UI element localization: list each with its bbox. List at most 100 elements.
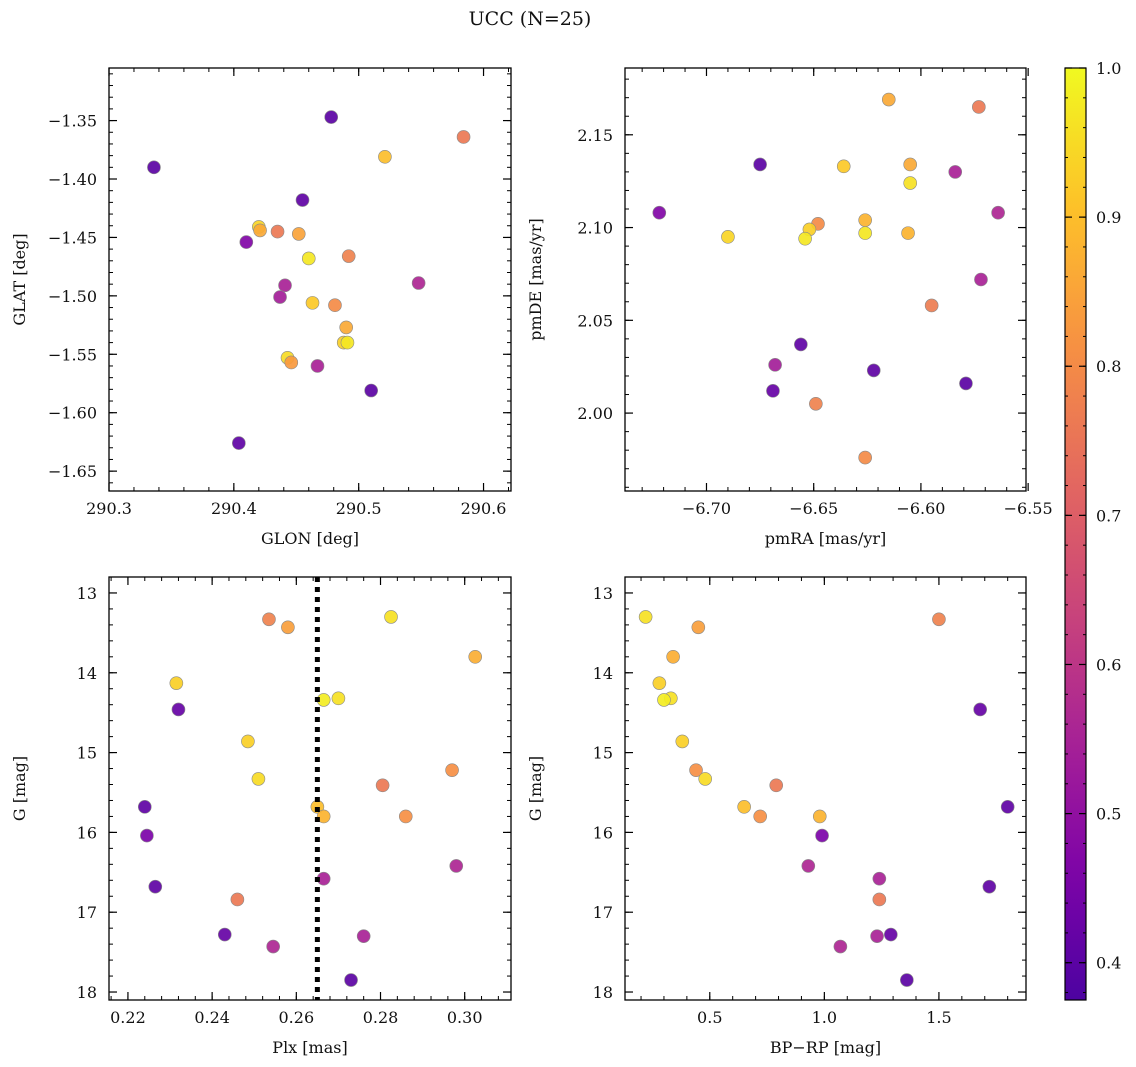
y-axis-label: GLAT [deg] [10, 233, 29, 325]
data-point [858, 450, 872, 465]
data-point [872, 871, 887, 886]
y-tick-label: 15 [593, 744, 613, 763]
x-tick-label: 0.26 [279, 1008, 315, 1027]
data-point [384, 610, 398, 624]
data-point [262, 612, 276, 627]
data-point [900, 973, 914, 987]
data-point [698, 772, 713, 786]
y-axis-label: G [mag] [526, 756, 545, 821]
x-tick-label: −6.65 [789, 499, 838, 518]
data-point [924, 298, 939, 313]
panel-glon-glat: 290.3 290.4 290.5 290.6 −1.65 −1.60 −1.55 −1.50… [10, 67, 512, 548]
x-tick-label: −6.55 [1004, 499, 1053, 518]
data-point [932, 612, 946, 627]
data-point [974, 272, 988, 287]
colorbar-gradient [1064, 67, 1087, 1001]
y-tick-label: 15 [77, 744, 97, 763]
data-point [809, 397, 823, 411]
data-point [982, 879, 997, 894]
data-point [217, 927, 232, 942]
x-tick-label: 1.5 [926, 1008, 951, 1027]
data-point [278, 278, 292, 293]
colorbar-tick-label: 0.8 [1096, 357, 1121, 376]
data-point [295, 193, 310, 207]
y-tick-label: 18 [593, 983, 613, 1002]
plot-frame [624, 576, 1027, 1001]
plot-frame [108, 576, 512, 1001]
x-tick-label: 0.24 [194, 1008, 230, 1027]
y-tick-label: 17 [77, 903, 97, 922]
data-point [140, 828, 154, 843]
data-point [959, 376, 973, 391]
data-point [281, 620, 295, 635]
figure-title: UCC (N=25) [468, 8, 592, 30]
x-tick-label: 1.0 [812, 1008, 837, 1027]
data-point [901, 226, 915, 240]
data-point [872, 892, 887, 907]
data-point [232, 436, 246, 450]
data-point [638, 610, 653, 624]
data-point [652, 676, 667, 690]
data-point [657, 693, 671, 707]
data-point [251, 772, 266, 786]
data-point [884, 927, 898, 942]
data-point [815, 828, 829, 843]
panel-bprp-g: 0.5 1.0 1.5 13 14 15 16 17 18 BP−RP [mag] G [mag] [526, 576, 1027, 1057]
x-tick-label: −6.70 [682, 499, 731, 518]
data-point [833, 939, 848, 954]
y-tick-label: 2.15 [577, 126, 613, 145]
y-tick-label: −1.45 [48, 228, 97, 247]
x-tick-label: 290.3 [86, 499, 132, 518]
data-point [666, 650, 680, 664]
data-point [973, 702, 987, 717]
data-point [340, 335, 355, 350]
data-point [801, 859, 816, 873]
colorbar: 0.4 0.5 0.6 0.7 0.8 0.9 1.0 [1064, 59, 1121, 1001]
data-point [691, 620, 706, 635]
y-tick-label: 16 [77, 823, 97, 842]
data-point [991, 205, 1005, 220]
y-tick-label: 14 [593, 664, 613, 683]
y-tick-label: −1.60 [48, 404, 97, 423]
data-point [689, 763, 703, 777]
data-point [339, 320, 354, 335]
x-tick-label: 0.5 [697, 1008, 722, 1027]
y-tick-label: −1.50 [48, 287, 97, 306]
data-point [881, 92, 896, 107]
data-point [903, 157, 918, 172]
data-point [316, 809, 331, 824]
plot-frame [108, 67, 512, 492]
colorbar-tick-label: 0.6 [1096, 655, 1121, 674]
y-tick-label: 2.00 [577, 404, 613, 423]
data-point [270, 224, 285, 239]
data-point [253, 223, 267, 238]
x-axis-label: GLON [deg] [261, 529, 359, 548]
data-point [866, 363, 881, 378]
data-point [273, 290, 287, 304]
y-tick-label: −1.55 [48, 345, 97, 364]
data-point [148, 879, 163, 894]
y-tick-label: 2.05 [577, 311, 613, 330]
data-point [398, 809, 413, 824]
x-axis-label: BP−RP [mag] [770, 1038, 881, 1057]
y-tick-label: −1.35 [48, 112, 97, 131]
data-point [768, 358, 782, 372]
y-tick-label: −1.65 [48, 462, 97, 481]
data-point [324, 110, 339, 124]
data-point [378, 150, 392, 164]
data-point [239, 235, 254, 249]
data-point [836, 159, 851, 174]
y-tick-label: 2.10 [577, 219, 613, 238]
y-tick-label: 18 [77, 983, 97, 1002]
data-point [375, 778, 390, 793]
data-point [291, 227, 306, 241]
data-point [344, 973, 358, 987]
data-point [364, 383, 378, 398]
data-point [972, 100, 986, 114]
data-point [171, 702, 186, 717]
data-point [903, 176, 918, 190]
data-point [305, 296, 320, 310]
plot-frame [624, 67, 1027, 492]
data-point [858, 213, 872, 227]
